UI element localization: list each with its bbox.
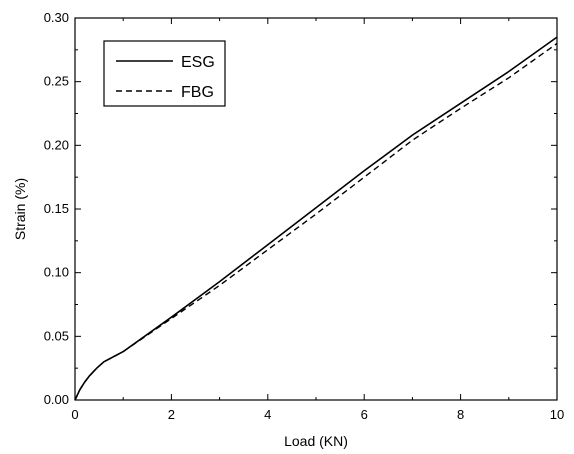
x-axis-label: Load (KN) bbox=[284, 433, 348, 449]
legend-fbg-label: FBG bbox=[181, 84, 214, 101]
legend-esg-label: ESG bbox=[181, 54, 215, 71]
x-tick-label: 6 bbox=[361, 407, 368, 422]
y-tick-label: 0.20 bbox=[44, 137, 69, 152]
series-line-fbg bbox=[74, 42, 558, 401]
x-axis-ticks: 0 2 4 6 8 10 bbox=[71, 18, 564, 422]
y-axis-label: Strain (%) bbox=[12, 178, 28, 240]
y-axis-ticks: 0.00 0.05 0.10 0.15 0.20 0.25 0.30 bbox=[44, 10, 557, 407]
legend: ESG FBG bbox=[103, 40, 226, 107]
x-tick-label: 8 bbox=[457, 407, 464, 422]
y-tick-label: 0.25 bbox=[44, 74, 69, 89]
x-tick-label: 0 bbox=[71, 407, 78, 422]
legend-box bbox=[103, 40, 226, 107]
y-tick-label: 0.30 bbox=[44, 10, 69, 25]
x-tick-label: 10 bbox=[550, 407, 564, 422]
y-tick-label: 0.00 bbox=[44, 392, 69, 407]
x-tick-label: 2 bbox=[168, 407, 175, 422]
y-tick-label: 0.15 bbox=[44, 201, 69, 216]
series-layer bbox=[74, 36, 558, 401]
y-tick-label: 0.05 bbox=[44, 328, 69, 343]
x-tick-label: 4 bbox=[264, 407, 271, 422]
y-tick-label: 0.10 bbox=[44, 265, 69, 280]
